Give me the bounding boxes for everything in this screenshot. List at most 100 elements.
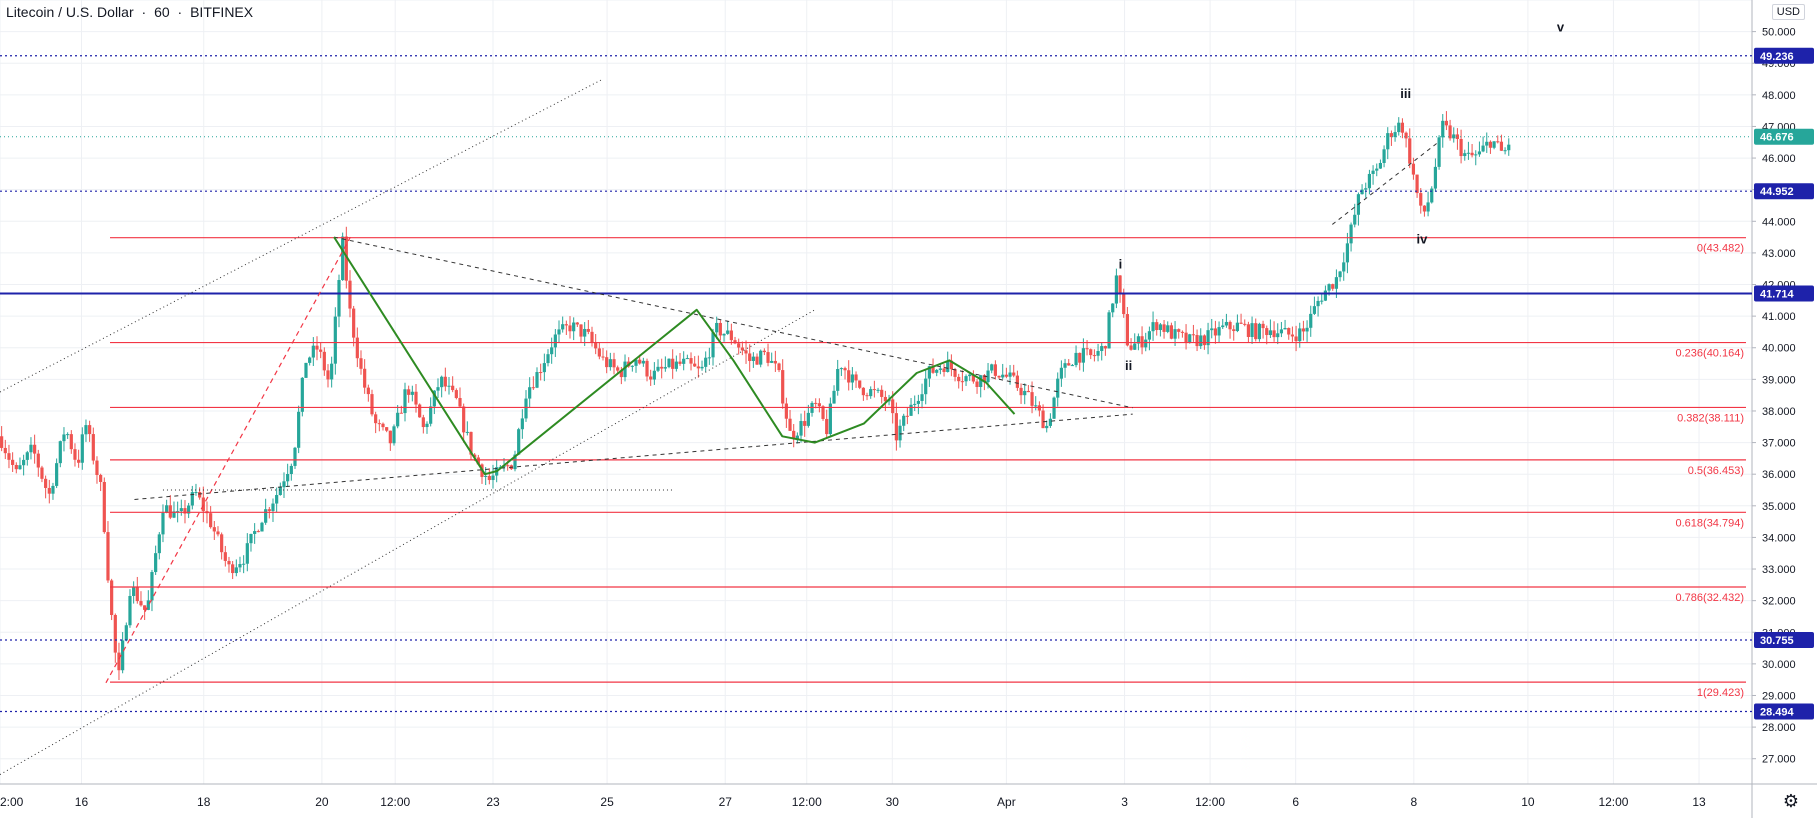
candle-body	[649, 376, 653, 380]
candle	[905, 407, 909, 425]
candle-body	[1488, 141, 1493, 148]
fib-level-label: 0.618(34.794)	[1676, 517, 1745, 529]
candle-body	[396, 412, 400, 427]
candle-body	[1250, 323, 1254, 337]
candle	[135, 576, 139, 604]
candle	[722, 333, 726, 342]
candle	[689, 352, 693, 371]
price-tick-label: 32.000	[1762, 596, 1796, 608]
candle-body	[913, 403, 917, 405]
candle	[762, 348, 766, 356]
candle	[1096, 343, 1100, 362]
candle	[315, 336, 319, 361]
candle-body	[931, 366, 935, 373]
candle	[740, 341, 744, 356]
candle-body	[1096, 351, 1100, 356]
candle	[678, 353, 682, 366]
candle	[363, 359, 367, 394]
candle-body	[737, 343, 741, 348]
candle	[825, 409, 829, 438]
candle-body	[880, 389, 884, 397]
candle	[1393, 125, 1397, 142]
candle-body	[792, 430, 796, 439]
currency-badge[interactable]: USD	[1771, 4, 1805, 20]
candle-body	[744, 350, 748, 354]
candle-body	[605, 357, 609, 368]
candle	[524, 390, 528, 422]
candle-body	[1221, 325, 1225, 328]
candle-body	[1180, 331, 1184, 333]
candle	[179, 499, 183, 516]
candle-body	[520, 418, 524, 430]
price-tick-label: 40.000	[1762, 343, 1796, 355]
candle-body	[553, 334, 557, 348]
candle-body	[1092, 355, 1096, 357]
candle	[902, 413, 906, 432]
candle	[531, 376, 535, 390]
wave-label: v	[1557, 20, 1565, 35]
candle-body	[920, 394, 924, 401]
candle	[421, 414, 425, 434]
candle-body	[454, 390, 458, 399]
candle	[1294, 325, 1298, 352]
candle-body	[1235, 322, 1240, 332]
time-tick-label: Apr	[997, 795, 1016, 809]
candle	[517, 427, 521, 456]
candle	[3, 439, 7, 460]
candle-body	[828, 403, 832, 435]
gear-icon[interactable]: ⚙	[1782, 791, 1799, 811]
candle	[337, 274, 341, 328]
candle-body	[304, 362, 308, 378]
candle-body	[139, 601, 143, 606]
candle-body	[128, 595, 132, 626]
candle-body	[3, 447, 7, 454]
price-tick-label: 29.000	[1762, 690, 1796, 702]
candle-body	[799, 421, 803, 436]
candle-body	[773, 360, 777, 364]
candle-body	[663, 367, 667, 369]
candle-body	[1184, 332, 1188, 343]
candle	[469, 431, 473, 460]
candle	[297, 405, 301, 454]
candle	[957, 373, 961, 389]
candle	[616, 365, 620, 373]
candle	[755, 353, 759, 365]
candle-body	[645, 360, 649, 377]
candle-body	[817, 403, 821, 407]
candle-body	[883, 396, 887, 402]
candle-body	[1408, 138, 1412, 164]
candle-body	[1430, 188, 1434, 203]
candle-body	[491, 475, 495, 481]
candle	[487, 468, 491, 485]
candle-body	[381, 423, 385, 428]
candle	[0, 426, 4, 452]
candle-body	[1059, 367, 1063, 379]
wave-label: iii	[1400, 86, 1411, 101]
candle	[1437, 135, 1441, 170]
candle	[1056, 372, 1060, 407]
candle-body	[850, 374, 854, 383]
candle	[330, 356, 334, 388]
candle-body	[531, 387, 535, 389]
candle	[29, 437, 33, 460]
candle	[520, 409, 524, 439]
candle-body	[711, 332, 715, 358]
candle-body	[1012, 372, 1016, 376]
candle-body	[619, 370, 623, 378]
candle	[392, 424, 396, 446]
candle-body	[949, 360, 953, 370]
candle-body	[689, 358, 693, 364]
candle	[718, 320, 722, 341]
candle-body	[124, 625, 128, 641]
candle	[535, 367, 539, 389]
candle	[784, 397, 788, 428]
candle	[1272, 321, 1276, 342]
candle	[971, 370, 975, 384]
candle	[645, 358, 649, 382]
candle-body	[22, 459, 26, 466]
candle-body	[62, 434, 66, 442]
candle	[806, 404, 810, 428]
candle-body	[179, 508, 183, 512]
candle-body	[1448, 125, 1452, 139]
